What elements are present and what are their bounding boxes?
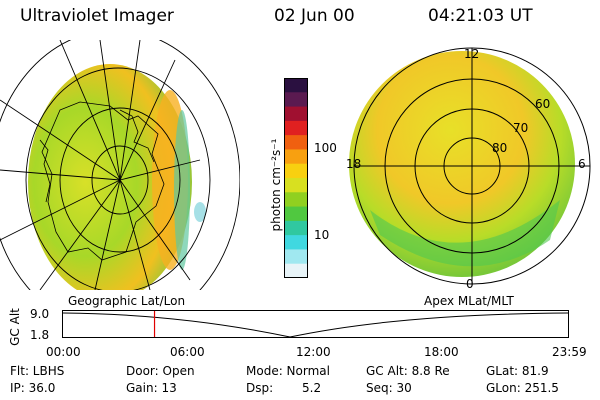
- colorbar-band: [284, 163, 308, 179]
- apex-image: [349, 47, 591, 285]
- mlt-label-left: 18: [346, 157, 362, 171]
- timeline-axis-label: GC Alt: [7, 308, 22, 346]
- colorbar-band: [284, 235, 308, 250]
- dsp-readout-label: Dsp:: [246, 381, 274, 395]
- colorbar-band: [284, 206, 308, 222]
- colorbar-band: [284, 120, 308, 136]
- gc-alt-readout: GC Alt: 8.8 Re: [366, 364, 450, 378]
- colorbar: [284, 78, 308, 278]
- colorbar-unit-label: photon cm⁻²s⁻¹: [269, 138, 283, 232]
- left-panel-caption: Geographic Lat/Lon: [68, 294, 186, 308]
- door-readout: Door: Open: [126, 364, 195, 378]
- right-panel-caption: Apex MLat/MLT: [424, 294, 514, 308]
- mlat-label-80: 80: [492, 141, 508, 155]
- timeline-x-tick-4: 23:59: [552, 345, 587, 359]
- timeline-x-tick-0: 00:00: [46, 345, 81, 359]
- app-title: Ultraviolet Imager: [20, 6, 174, 26]
- mlt-label-top: 12: [464, 47, 480, 61]
- colorbar-band: [284, 192, 308, 208]
- colorbar-band: [284, 149, 308, 165]
- colorbar-band: [284, 178, 308, 193]
- glon-readout: GLon: 251.5: [486, 381, 559, 395]
- timeline-y-tick-high: 9.0: [30, 307, 50, 321]
- colorbar-tick-10: 10: [314, 228, 330, 242]
- colorbar-band: [284, 220, 308, 236]
- mlat-mlt-grid: [353, 47, 591, 285]
- date-label: 02 Jun 00: [274, 6, 355, 26]
- colorbar-band: [284, 78, 308, 93]
- auroral-disk: [349, 51, 575, 277]
- seq-readout: Seq: 30: [366, 381, 412, 395]
- ip-readout: IP: 36.0: [10, 381, 56, 395]
- mlt-label-bottom: 0: [466, 277, 474, 291]
- time-label: 04:21:03 UT: [428, 6, 533, 26]
- dsp-readout-value: 5.2: [302, 381, 322, 395]
- glat-readout: GLat: 81.9: [486, 364, 549, 378]
- mlat-label-70: 70: [513, 121, 529, 135]
- colorbar-tick-100: 100: [314, 141, 337, 155]
- mode-readout: Mode: Normal: [246, 364, 330, 378]
- filter-readout: Flt: LBHS: [10, 364, 65, 378]
- mlat-label-60: 60: [535, 97, 551, 111]
- gain-readout: Gain: 13: [126, 381, 177, 395]
- mlt-label-right: 6: [578, 157, 586, 171]
- colorbar-band: [284, 92, 308, 108]
- timeline-x-tick-1: 06:00: [170, 345, 205, 359]
- earth-disk: [28, 64, 192, 290]
- altitude-timeline: [62, 310, 569, 338]
- timeline-x-tick-2: 12:00: [296, 345, 331, 359]
- timeline-y-tick-low: 1.8: [30, 328, 50, 342]
- lat-lon-grid: [0, 40, 240, 290]
- altitude-curve: [62, 312, 569, 338]
- colorbar-band: [284, 263, 308, 278]
- colorbar-band: [284, 106, 308, 122]
- geographic-image: [0, 40, 240, 290]
- colorbar-band: [284, 135, 308, 150]
- timeline-x-tick-3: 18:00: [424, 345, 459, 359]
- colorbar-band: [284, 249, 308, 265]
